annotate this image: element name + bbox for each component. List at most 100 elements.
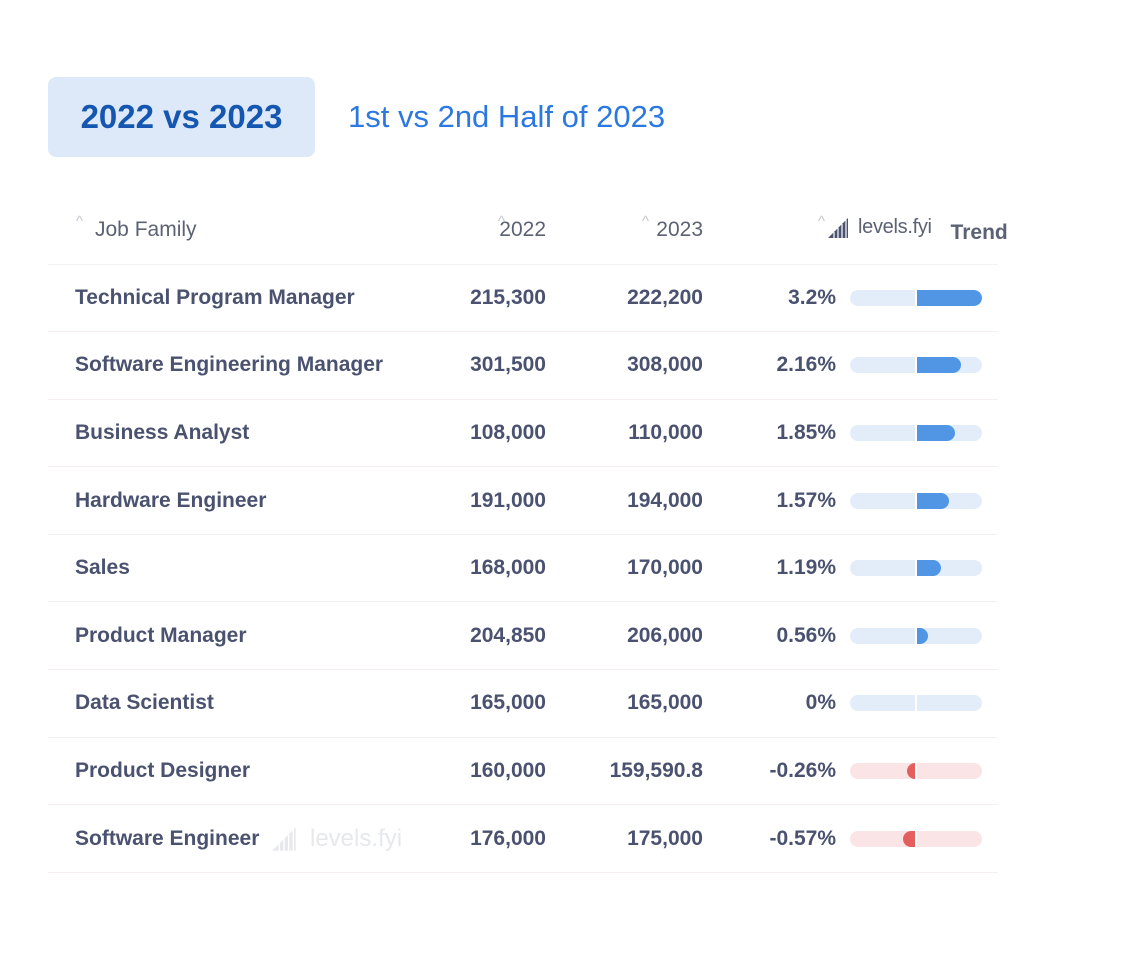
trend-bar-fill — [917, 357, 961, 374]
percent-change-cell: 1.57% — [776, 488, 836, 512]
trend-cell — [836, 670, 998, 738]
salary-2022-cell: 176,000 — [470, 826, 546, 850]
salary-2023-cell: 110,000 — [628, 420, 703, 444]
trend-bar — [850, 357, 982, 374]
percent-change-cell: -0.26% — [769, 758, 836, 782]
watermark: levels.fyi — [270, 825, 402, 853]
table-row: Business Analyst 108,000 110,000 1.85% — [48, 399, 998, 467]
job-family-name: Software Engineer — [75, 826, 260, 850]
tab-2022-vs-2023[interactable]: 2022 vs 2023 — [48, 77, 315, 157]
job-family-name: Product Manager — [75, 623, 247, 647]
trend-bar-fill — [903, 830, 915, 847]
job-family-name: Data Scientist — [75, 691, 214, 715]
salary-2023-cell: 170,000 — [627, 556, 703, 580]
job-family-cell: Software Engineer levels.fyi — [48, 805, 402, 873]
job-family-name: Software Engineering Manager — [75, 353, 384, 377]
trend-bar — [850, 762, 982, 779]
percent-change-cell: 0.56% — [776, 623, 836, 647]
trend-bar — [850, 695, 982, 712]
table-row: Hardware Engineer 191,000 194,000 1.57% — [48, 467, 998, 535]
trend-bar — [850, 560, 982, 577]
table-row: Sales 168,000 170,000 1.19% — [48, 534, 998, 602]
job-family-name: Product Designer — [75, 758, 251, 782]
job-family-cell: Product Manager — [48, 602, 293, 670]
table-row: Product Designer 160,000 159,590.8 -0.26% — [48, 737, 998, 805]
salary-2022-cell: 108,000 — [470, 420, 546, 444]
trend-bar-fill — [917, 560, 942, 577]
job-family-cell: Data Scientist — [48, 670, 293, 738]
trend-cell — [836, 264, 998, 332]
tab-bar: 2022 vs 2023 1st vs 2nd Half of 2023 — [48, 77, 665, 157]
table-row: Data Scientist 165,000 165,000 0% — [48, 670, 998, 738]
trend-bar-fill — [917, 627, 929, 644]
trend-bar-fill — [917, 492, 949, 509]
salary-2022-cell: 204,850 — [470, 623, 546, 647]
trend-bar-midline — [915, 492, 917, 509]
trend-bar-fill — [917, 424, 955, 441]
trend-bar-fill — [907, 762, 915, 779]
watermark-text: levels.fyi — [310, 825, 403, 853]
table-row: Software Engineering Manager 301,500 308,0… — [48, 332, 998, 400]
trend-cell — [836, 805, 998, 873]
job-family-name: Hardware Engineer — [75, 488, 267, 512]
job-family-cell: Sales — [48, 534, 293, 602]
trend-bar-midline — [915, 627, 917, 644]
percent-change-cell: 0% — [805, 691, 836, 715]
column-header-2023[interactable]: ^ 2023 — [642, 213, 703, 242]
salary-2022-cell: 165,000 — [470, 691, 546, 715]
salary-2023-cell: 159,590.8 — [609, 758, 703, 782]
trend-cell — [836, 737, 998, 805]
job-family-cell: Technical Program Manager — [48, 264, 355, 332]
trend-cell — [836, 399, 998, 467]
table-row: Technical Program Manager 215,300 222,200 3… — [48, 264, 998, 332]
salary-2022-cell: 301,500 — [470, 353, 546, 377]
salary-2022-cell: 215,300 — [470, 285, 546, 309]
table-header-row: ^ Job Family ^ 2022 ^ 2023 ^ — [48, 197, 1008, 264]
salary-comparison-table: ^ Job Family ^ 2022 ^ 2023 ^ — [48, 197, 1008, 873]
trend-bar-midline — [915, 560, 917, 577]
job-family-cell: Business Analyst — [48, 399, 293, 467]
percent-change-cell: 1.85% — [776, 420, 836, 444]
chevron-up-icon[interactable]: ^ — [818, 213, 826, 230]
trend-cell — [836, 467, 998, 535]
levels-fyi-logo-icon — [272, 827, 296, 851]
job-family-name: Business Analyst — [75, 420, 250, 444]
trend-cell — [836, 332, 998, 400]
column-header-trend: levels.fyi Trend — [828, 197, 1008, 264]
trend-bar — [850, 627, 982, 644]
percent-change-cell: 1.19% — [776, 556, 836, 580]
column-header-change[interactable]: ^ — [703, 197, 836, 264]
trend-bar-midline — [915, 357, 917, 374]
trend-bar-midline — [915, 762, 917, 779]
chevron-up-icon[interactable]: ^ — [76, 213, 84, 230]
salary-2022-cell: 160,000 — [470, 758, 546, 782]
salary-2023-cell: 308,000 — [627, 353, 703, 377]
table-row: Product Manager 204,850 206,000 0.56% — [48, 602, 998, 670]
chevron-up-icon[interactable]: ^ — [498, 213, 506, 230]
trend-bar-fill — [917, 289, 982, 306]
column-header-job-family[interactable]: ^ Job Family — [76, 213, 197, 242]
trend-bar-midline — [915, 289, 917, 306]
trend-bar-midline — [915, 424, 917, 441]
job-family-name: Technical Program Manager — [75, 285, 355, 309]
trend-bar — [850, 289, 982, 306]
trend-bar — [850, 492, 982, 509]
percent-change-cell: 3.2% — [788, 285, 836, 309]
job-family-cell: Software Engineering Manager — [48, 332, 383, 400]
table-row: Software Engineer levels.fyi 176,000 175,00… — [48, 805, 998, 873]
levels-fyi-logo-icon — [828, 217, 848, 238]
percent-change-cell: -0.57% — [769, 826, 836, 850]
salary-2023-cell: 206,000 — [627, 623, 703, 647]
percent-change-cell: 2.16% — [776, 353, 836, 377]
chevron-up-icon[interactable]: ^ — [642, 213, 650, 230]
tab-1st-vs-2nd-half-2023[interactable]: 1st vs 2nd Half of 2023 — [348, 99, 666, 134]
salary-2023-cell: 165,000 — [627, 691, 703, 715]
salary-2022-cell: 168,000 — [470, 556, 546, 580]
job-family-cell: Product Designer — [48, 737, 293, 805]
trend-bar-midline — [915, 830, 917, 847]
trend-cell — [836, 602, 998, 670]
trend-bar — [850, 424, 982, 441]
salary-2022-cell: 191,000 — [470, 488, 546, 512]
salary-2023-cell: 194,000 — [627, 488, 703, 512]
column-header-2022[interactable]: ^ 2022 — [498, 213, 546, 242]
